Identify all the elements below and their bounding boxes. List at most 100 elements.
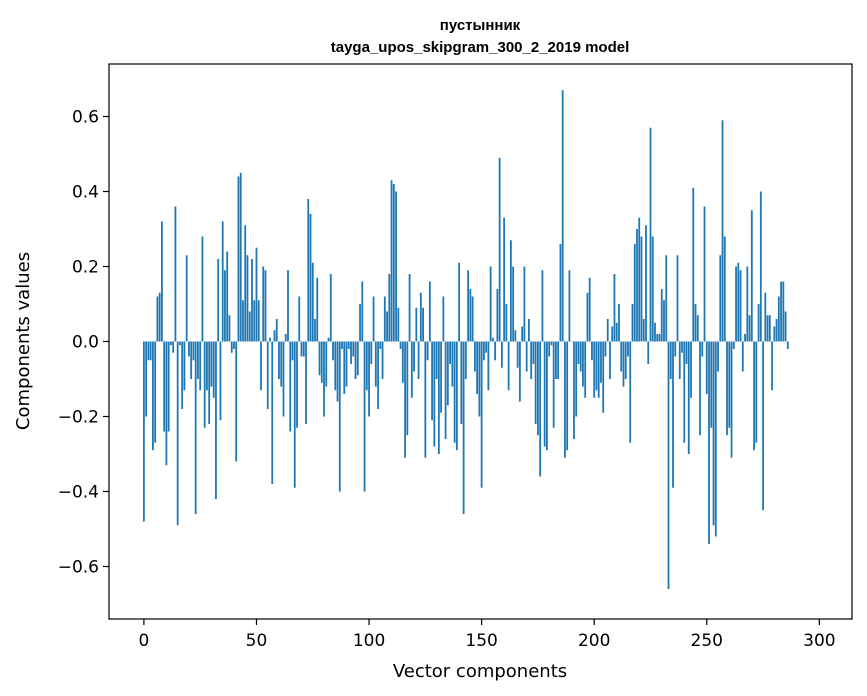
bar bbox=[239, 172, 242, 342]
bar bbox=[329, 274, 332, 342]
bar bbox=[683, 341, 686, 443]
bar bbox=[406, 341, 409, 436]
bar bbox=[212, 341, 215, 398]
bar bbox=[566, 341, 569, 451]
bar bbox=[233, 341, 235, 349]
bar bbox=[219, 341, 222, 421]
bar bbox=[728, 341, 731, 428]
bar bbox=[435, 341, 438, 379]
bar bbox=[469, 289, 472, 342]
bar bbox=[305, 341, 307, 424]
bar bbox=[541, 270, 544, 342]
bar bbox=[564, 341, 566, 458]
bar bbox=[602, 341, 605, 413]
y-axis-label: Components values bbox=[13, 252, 34, 430]
bar bbox=[361, 281, 364, 342]
bar bbox=[755, 341, 758, 443]
bar bbox=[633, 244, 636, 342]
x-axis-ticks: 0 50 100 150 200 250 300 bbox=[138, 619, 836, 651]
bar bbox=[672, 341, 674, 488]
bar bbox=[437, 341, 440, 454]
bar bbox=[417, 341, 420, 379]
bar bbox=[597, 341, 600, 398]
bar bbox=[766, 315, 769, 342]
bar bbox=[629, 341, 632, 443]
bar bbox=[345, 341, 348, 387]
bar bbox=[649, 127, 652, 342]
bar bbox=[388, 274, 391, 342]
bar bbox=[532, 341, 535, 364]
bar bbox=[449, 341, 451, 364]
bar bbox=[768, 315, 771, 342]
bar bbox=[638, 217, 641, 342]
bar bbox=[694, 304, 697, 342]
bar bbox=[784, 311, 787, 342]
bar bbox=[480, 341, 483, 488]
bar bbox=[559, 244, 562, 342]
bar bbox=[381, 341, 384, 379]
bar bbox=[620, 341, 623, 372]
bar bbox=[401, 341, 404, 383]
bar bbox=[282, 341, 285, 417]
bar bbox=[678, 341, 681, 379]
bar bbox=[575, 341, 578, 417]
bar bbox=[550, 341, 553, 346]
bar bbox=[712, 341, 715, 526]
bar bbox=[687, 341, 690, 454]
bar bbox=[593, 341, 596, 398]
bar bbox=[771, 341, 773, 391]
bar bbox=[190, 341, 193, 379]
bar bbox=[528, 319, 530, 342]
bar bbox=[271, 341, 274, 484]
bar bbox=[156, 296, 159, 342]
bar bbox=[325, 341, 328, 387]
bar bbox=[320, 341, 323, 383]
bar bbox=[622, 341, 625, 387]
bar bbox=[273, 330, 276, 342]
bar bbox=[591, 341, 593, 361]
bar bbox=[503, 217, 506, 342]
bar bbox=[467, 270, 470, 342]
bar bbox=[323, 341, 325, 417]
chart-title: пустынник bbox=[440, 17, 521, 34]
bar bbox=[188, 341, 190, 357]
bar bbox=[613, 274, 616, 342]
bar bbox=[600, 341, 602, 383]
bar bbox=[658, 334, 661, 342]
bar bbox=[426, 341, 429, 361]
bar bbox=[365, 341, 368, 391]
x-tick-label: 0 bbox=[138, 631, 149, 651]
bar bbox=[289, 341, 292, 432]
bar bbox=[489, 266, 492, 342]
bar bbox=[253, 300, 256, 342]
bar bbox=[352, 341, 355, 357]
bar bbox=[163, 341, 166, 432]
bar bbox=[359, 304, 361, 342]
bar bbox=[660, 289, 663, 342]
bar bbox=[521, 326, 524, 342]
bar bbox=[419, 292, 422, 342]
bar bbox=[302, 341, 305, 357]
bar bbox=[534, 341, 537, 424]
bar bbox=[278, 341, 280, 379]
bar bbox=[487, 341, 490, 391]
bar bbox=[275, 319, 278, 342]
bar bbox=[318, 341, 321, 376]
bar bbox=[523, 266, 526, 342]
x-tick-label: 250 bbox=[691, 631, 723, 651]
bar bbox=[588, 277, 591, 342]
y-tick-label: 0.4 bbox=[72, 183, 99, 203]
bar bbox=[174, 206, 177, 342]
bar bbox=[442, 296, 445, 342]
bar bbox=[314, 319, 316, 342]
y-tick-label: 0.0 bbox=[72, 333, 99, 353]
bar bbox=[143, 341, 145, 522]
bar bbox=[260, 341, 262, 391]
bar bbox=[415, 307, 418, 342]
bar bbox=[341, 341, 343, 349]
bar bbox=[681, 341, 683, 353]
bar bbox=[167, 341, 170, 432]
bar bbox=[145, 341, 148, 417]
bar bbox=[735, 266, 737, 342]
bar bbox=[525, 341, 528, 372]
